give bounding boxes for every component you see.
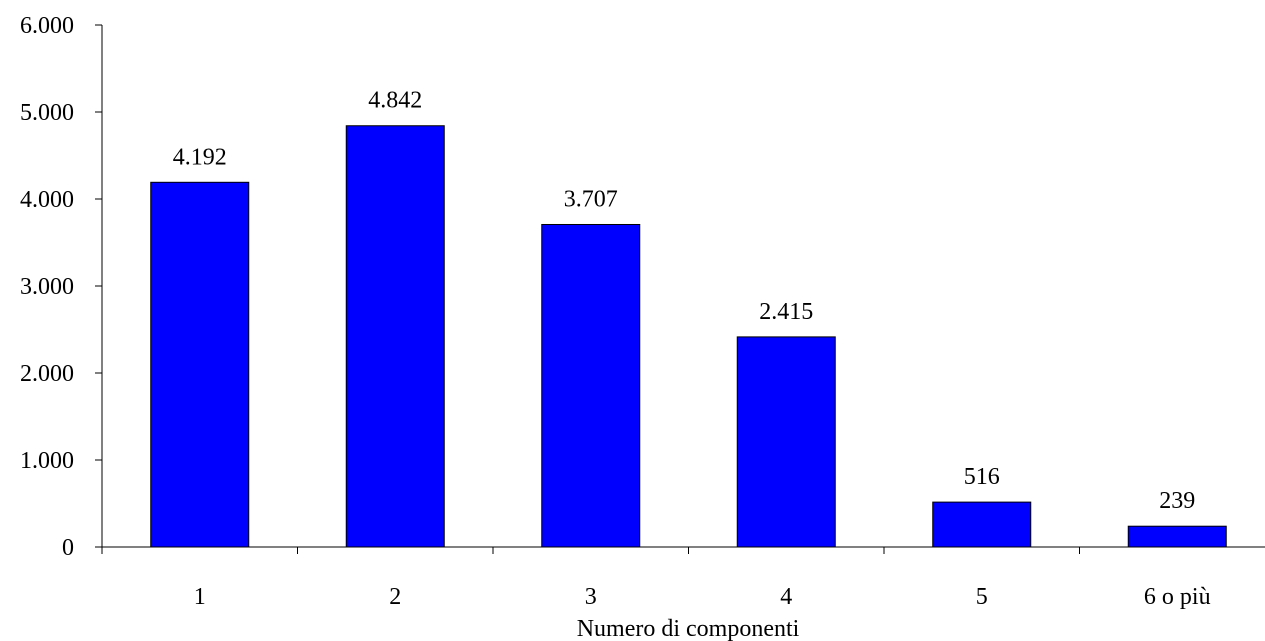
bar [345, 125, 445, 548]
bar [736, 336, 836, 548]
y-tick-label: 3.000 [20, 274, 74, 300]
bars [150, 125, 1227, 548]
bar [541, 223, 641, 548]
y-axis: 0 1.000 2.000 3.000 4.000 5.000 6.000 [20, 13, 103, 561]
x-axis-title: Numero di componenti [577, 616, 800, 641]
bar-value-label: 4.842 [368, 88, 422, 114]
bar-value-label: 3.707 [564, 186, 618, 212]
y-tick-label: 2.000 [20, 361, 74, 387]
y-tick-label: 0 [62, 535, 74, 561]
x-tick-label: 5 [976, 584, 988, 610]
x-tick-label: 1 [194, 584, 206, 610]
y-tick-label: 4.000 [20, 187, 74, 213]
bar [932, 501, 1032, 548]
x-tick-label: 6 o più [1144, 584, 1211, 610]
x-axis: 1 2 3 4 5 6 o più [101, 546, 1265, 610]
data-labels: 4.192 4.842 3.707 2.415 516 239 [173, 88, 1196, 514]
bar-value-label: 4.192 [173, 144, 227, 170]
bar-value-label: 239 [1159, 488, 1195, 514]
y-tick-label: 5.000 [20, 100, 74, 126]
bar [150, 181, 250, 548]
bar-value-label: 516 [964, 464, 1000, 490]
x-tick-label: 4 [780, 584, 792, 610]
x-tick-label: 3 [585, 584, 597, 610]
bar [1127, 525, 1227, 548]
bar-value-label: 2.415 [759, 299, 813, 325]
y-tick-label: 6.000 [20, 13, 74, 39]
y-tick-label: 1.000 [20, 448, 74, 474]
x-tick-label: 2 [389, 584, 401, 610]
